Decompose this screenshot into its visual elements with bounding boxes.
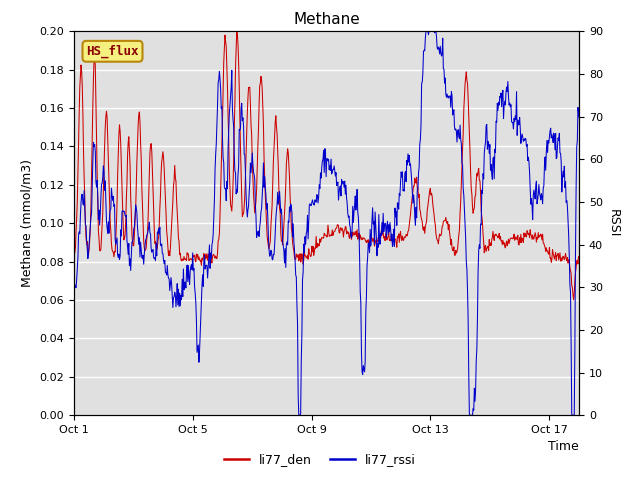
Y-axis label: RSSI: RSSI (607, 209, 620, 238)
Title: Methane: Methane (293, 12, 360, 27)
Text: HS_flux: HS_flux (86, 45, 139, 58)
Legend: li77_den, li77_rssi: li77_den, li77_rssi (219, 448, 421, 471)
Y-axis label: Methane (mmol/m3): Methane (mmol/m3) (20, 159, 33, 287)
X-axis label: Time: Time (548, 441, 579, 454)
